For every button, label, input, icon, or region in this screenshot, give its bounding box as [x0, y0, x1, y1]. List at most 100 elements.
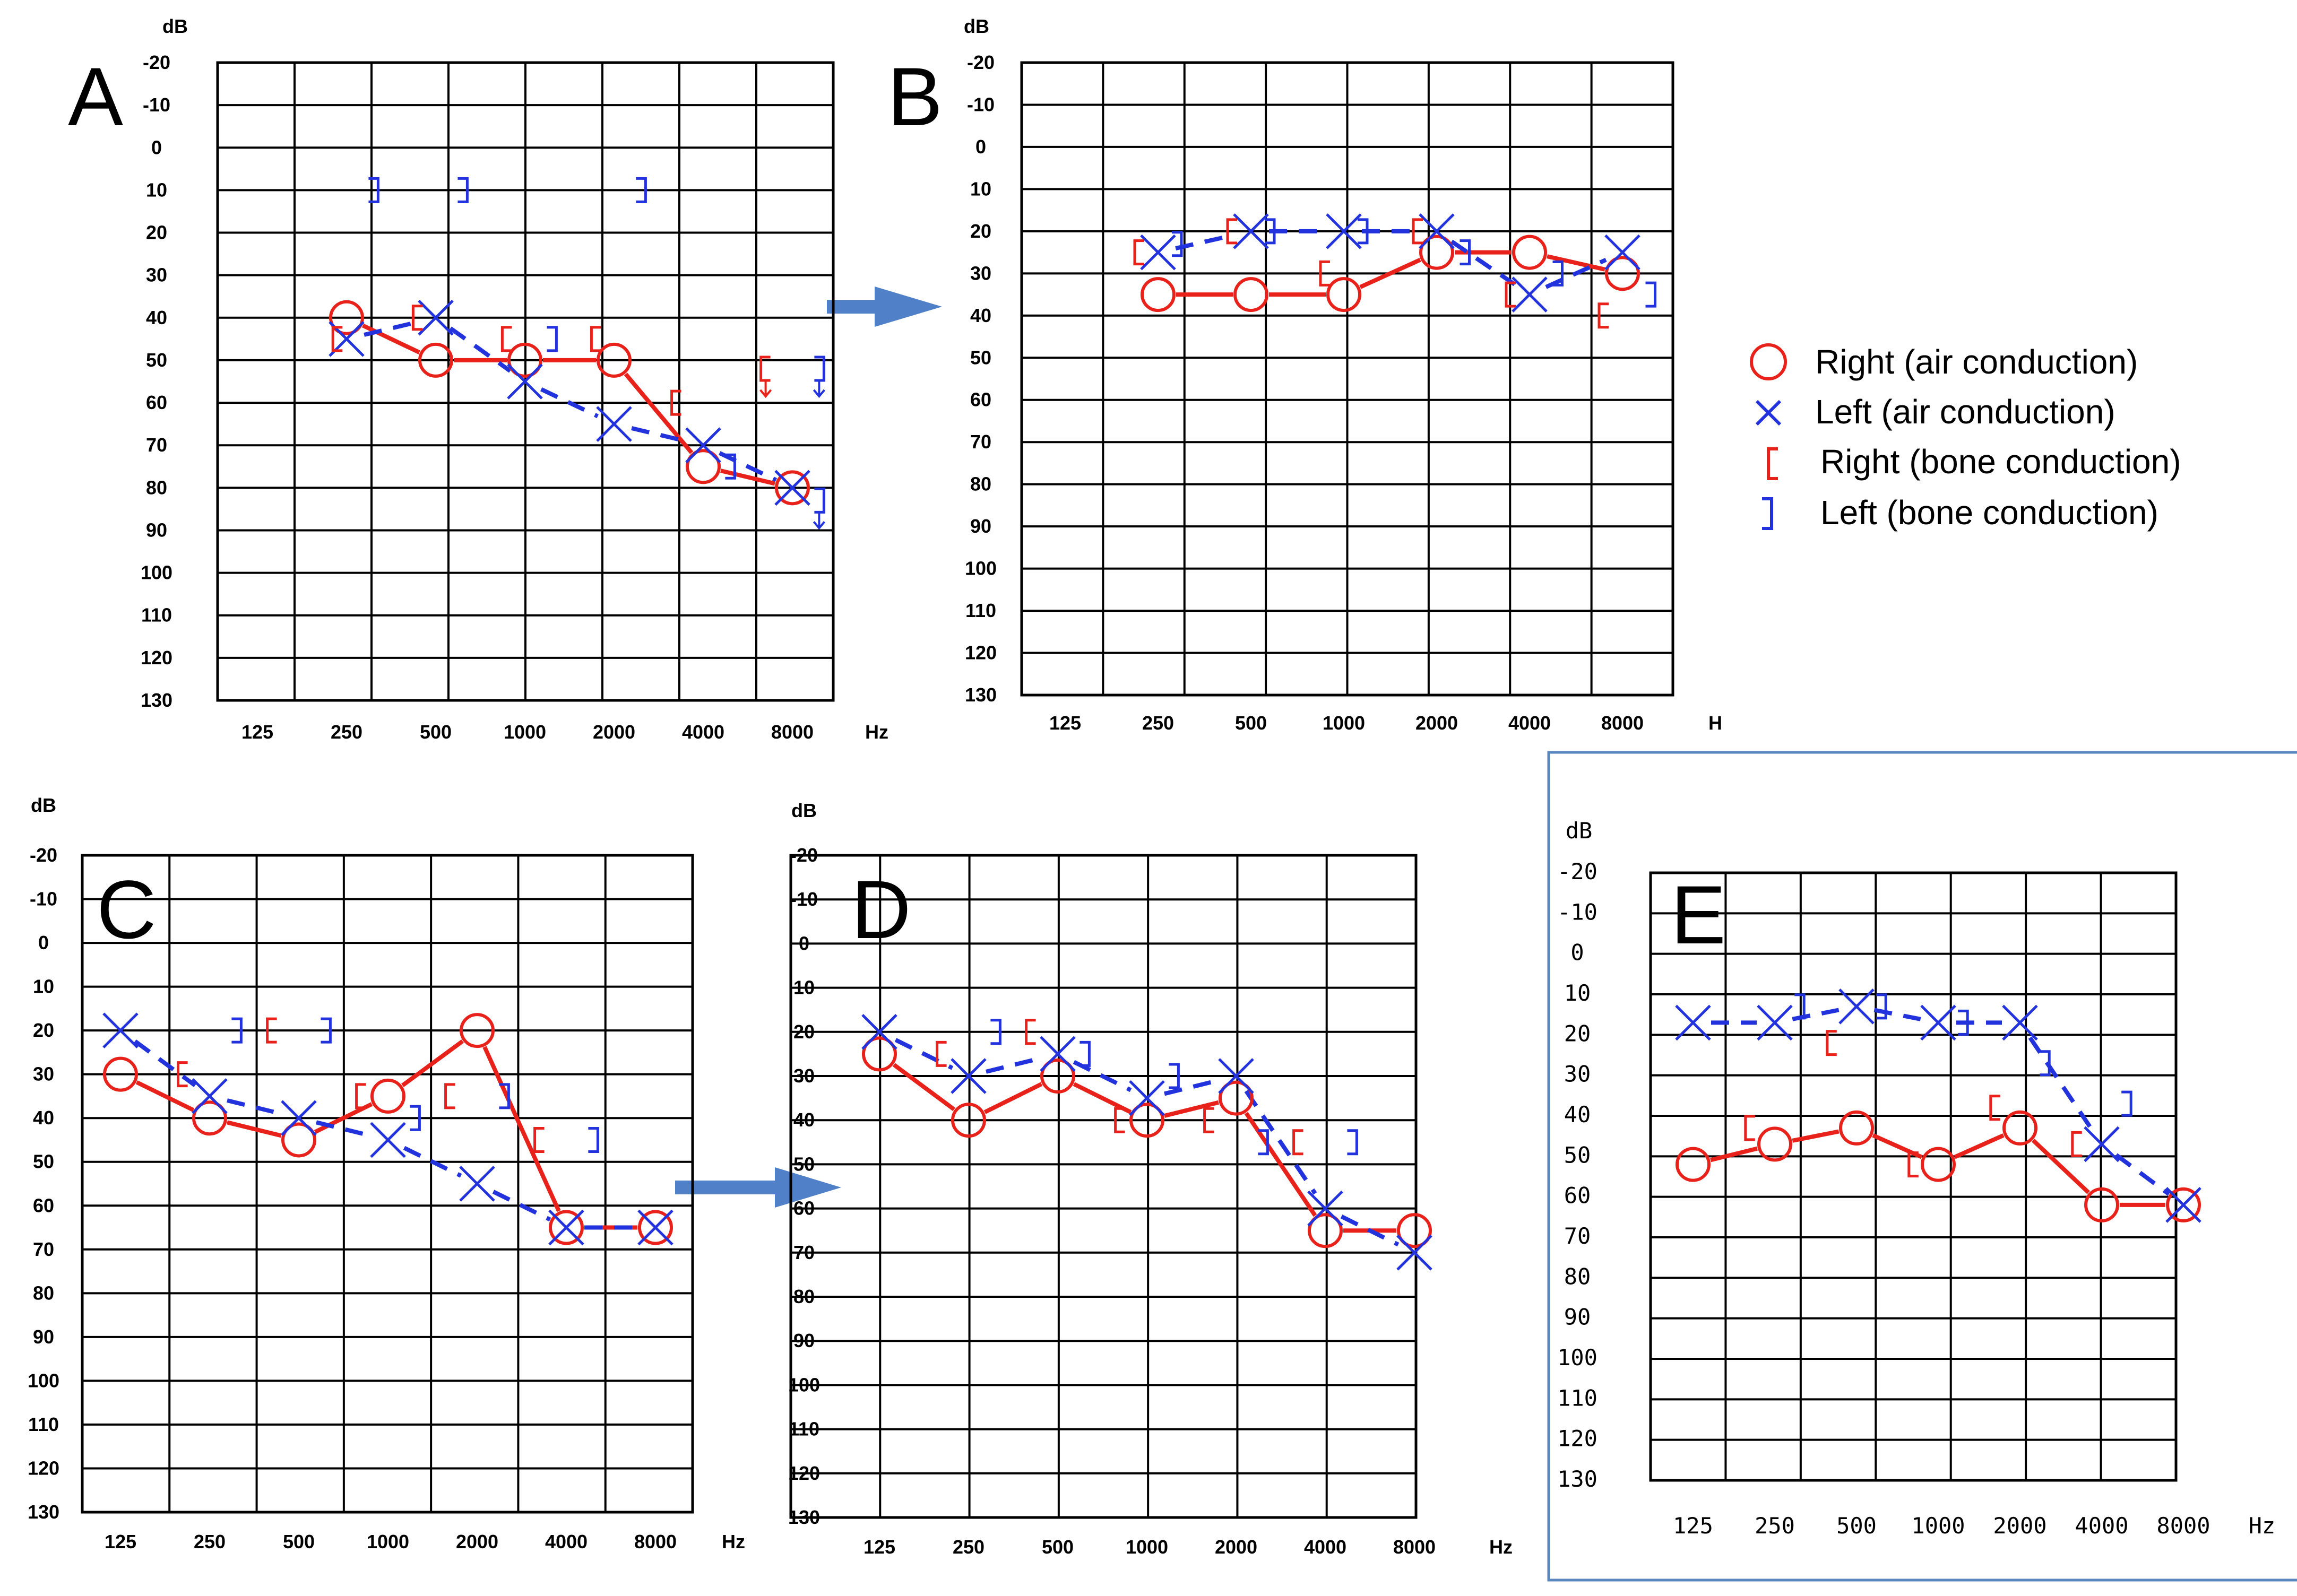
right-air-point	[1129, 1103, 1164, 1138]
right-air-point	[507, 342, 542, 378]
right-air-point	[281, 1122, 316, 1158]
left-air-line	[1340, 1215, 1400, 1247]
y-tick-label: 10	[146, 179, 167, 201]
left-bone-point	[990, 1019, 1001, 1045]
right-bone-bracket	[355, 1083, 366, 1109]
right-bone-point	[1505, 281, 1516, 308]
grid-c	[81, 854, 694, 1514]
left-air-stroke	[507, 363, 543, 400]
right-bone-point	[1114, 1107, 1125, 1133]
y-tick-label: 40	[146, 307, 167, 328]
right-air-line	[1792, 1129, 1840, 1143]
x-axis-label: Hz	[722, 1531, 745, 1552]
y-tick-label: -20	[790, 844, 818, 866]
right-air-point	[2166, 1187, 2201, 1222]
left-air-line	[316, 1120, 371, 1138]
y-tick-label: 60	[1564, 1183, 1591, 1209]
legend-right-air-icon	[1750, 343, 1787, 380]
right-air-point	[2084, 1187, 2119, 1222]
left-air-stroke	[861, 1014, 897, 1050]
right-bone-point	[936, 1040, 947, 1067]
left-bone-bracket	[636, 177, 647, 203]
left-air-stroke	[548, 1209, 584, 1246]
x-tick-label: 125	[1673, 1513, 1713, 1539]
left-bone-point	[2040, 1050, 2051, 1077]
left-air-point	[774, 470, 810, 506]
right-air-line	[720, 469, 775, 486]
right-air-line	[624, 372, 694, 454]
left-bone-point	[725, 453, 736, 480]
left-air-stroke	[1218, 1058, 1254, 1094]
y-tick-label: 90	[146, 519, 167, 541]
right-air-point	[951, 1103, 986, 1138]
right-air-line	[361, 323, 421, 354]
right-air-line	[892, 1063, 956, 1112]
right-bone-point	[500, 326, 512, 352]
x-tick-label: 4000	[1508, 712, 1551, 734]
left-air-line	[2028, 1036, 2094, 1131]
x-tick-label: 500	[1042, 1536, 1074, 1558]
y-tick-label: 10	[1564, 980, 1591, 1006]
right-air-point	[418, 342, 453, 378]
left-bone-bracket	[1645, 281, 1656, 308]
y-tick-label: 70	[793, 1242, 815, 1263]
left-air-line	[2114, 1153, 2171, 1196]
right-bone-point	[266, 1017, 277, 1044]
right-air-point	[1757, 1126, 1792, 1162]
right-bone-bracket	[1133, 239, 1144, 266]
left-bone-point	[499, 1083, 510, 1109]
x-tick-label: 250	[1755, 1513, 1795, 1539]
y-tick-label: 40	[793, 1109, 815, 1131]
y-tick-label: 20	[793, 1021, 815, 1043]
legend-left-air-icon	[1755, 400, 1782, 426]
right-air-point	[1676, 1147, 1711, 1182]
right-air-point	[1512, 235, 1547, 270]
right-bone-point	[1319, 260, 1330, 287]
left-air-stroke	[1675, 1004, 1711, 1041]
right-bone-bracket	[1597, 302, 1609, 329]
y-tick-label: 120	[1557, 1426, 1597, 1452]
y-tick-label: 90	[970, 515, 991, 537]
x-tick-label: 2000	[456, 1531, 498, 1552]
audiogram-panel-c: -20 -10 0 10 20 30 40 50 60 70 80 90 100 110 120 130 125…	[28, 794, 745, 1552]
left-air-point	[1757, 1004, 1793, 1041]
y-tick-label: -10	[143, 94, 170, 116]
left-air-point	[507, 363, 543, 400]
right-air-point	[1921, 1147, 1956, 1182]
y-tick-label: 100	[141, 562, 172, 584]
left-air-stroke	[774, 470, 810, 506]
right-air-point	[370, 1078, 405, 1114]
right-air-point	[1233, 277, 1268, 313]
right-air-point	[1397, 1213, 1432, 1248]
y-tick-label: 80	[970, 473, 991, 495]
right-air-line	[983, 1082, 1043, 1114]
left-air-point	[1326, 213, 1362, 249]
left-air-line	[1175, 233, 1234, 250]
y-tick-label: 110	[141, 604, 172, 626]
right-bone-bracket	[1025, 1019, 1036, 1045]
y-tick-label: 100	[965, 558, 997, 579]
left-bone-bracket	[1080, 1040, 1091, 1067]
y-tick-label: 100	[28, 1369, 59, 1391]
y-tick-label: 60	[33, 1194, 54, 1216]
left-bone-point	[1645, 281, 1656, 308]
right-bone-point	[331, 326, 343, 352]
left-bone-point	[321, 1017, 332, 1044]
left-air-point	[596, 406, 632, 442]
left-air-point	[861, 1014, 897, 1050]
legend-right-bone-icon	[1767, 447, 1778, 480]
y-tick-label: 70	[1564, 1223, 1591, 1249]
x-tick-label: 125	[241, 721, 273, 743]
left-bone-point	[368, 177, 379, 203]
left-air-stroke	[2084, 1126, 2120, 1163]
x-axis-label: Hz	[865, 721, 888, 743]
right-bone-bracket	[670, 389, 681, 416]
left-air-stroke	[1396, 1235, 1432, 1271]
x-axis-label: H	[1708, 712, 1722, 734]
left-air-point	[1233, 213, 1269, 249]
y-tick-label: 30	[970, 262, 991, 284]
left-bone-bracket	[1552, 260, 1564, 287]
grid-e	[1649, 871, 2178, 1482]
left-bone-bracket	[410, 1105, 421, 1131]
y-tick-label: 70	[970, 431, 991, 453]
